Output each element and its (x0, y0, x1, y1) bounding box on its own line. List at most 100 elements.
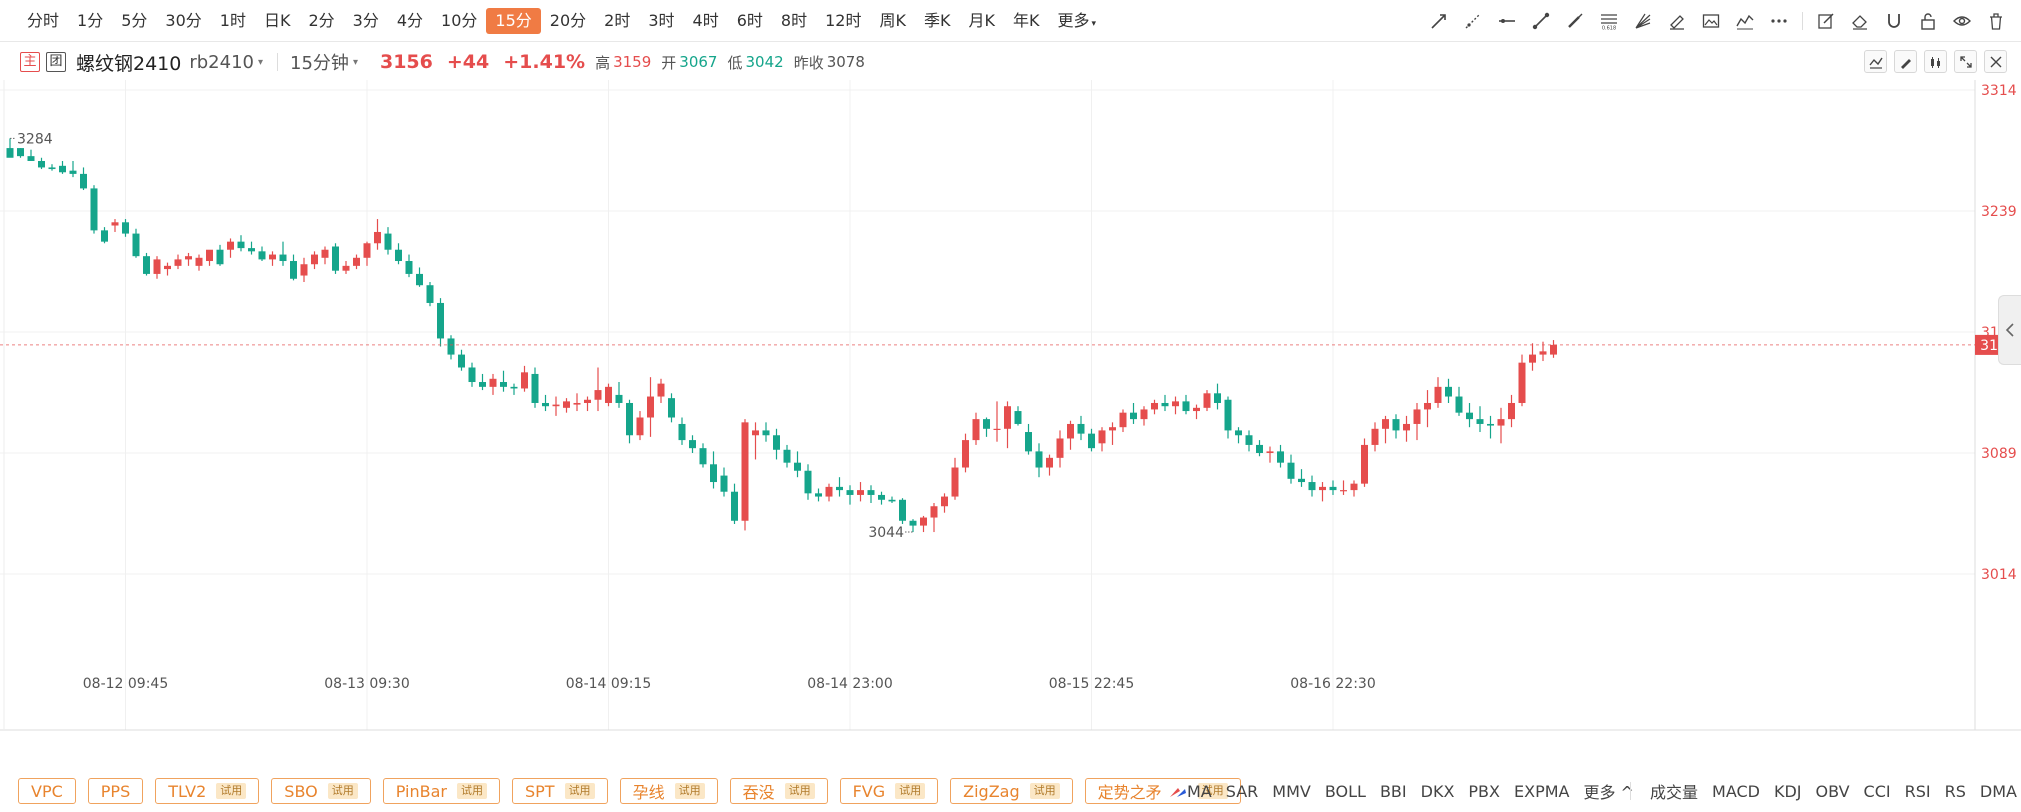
candle[interactable] (909, 519, 917, 533)
candle[interactable] (6, 138, 14, 158)
trend-line-tool-button[interactable] (1422, 8, 1456, 34)
period-21[interactable]: 年K (1012, 11, 1040, 30)
candle[interactable] (153, 256, 161, 279)
group-tag[interactable]: 团 (46, 52, 66, 72)
sub-indicator-3[interactable]: OBV (1815, 781, 1850, 801)
candle[interactable] (1340, 480, 1347, 495)
study-button-1[interactable]: PPS (87, 778, 144, 804)
interval-dropdown-icon[interactable]: ▾ (352, 56, 358, 68)
candle[interactable] (1224, 396, 1232, 439)
candle[interactable] (867, 485, 875, 504)
candle[interactable] (1287, 454, 1295, 484)
candle[interactable] (1445, 378, 1452, 403)
candle[interactable] (1476, 406, 1484, 433)
candle[interactable] (899, 498, 906, 524)
candle[interactable] (111, 219, 119, 232)
candle[interactable] (762, 422, 770, 442)
candle[interactable] (426, 281, 434, 307)
main-indicator-3[interactable]: BOLL (1324, 781, 1366, 801)
more-dots-tool-button[interactable] (1762, 8, 1796, 34)
candle[interactable] (1361, 438, 1368, 487)
candle[interactable] (1130, 402, 1137, 424)
main-indicator-5[interactable]: DKX (1420, 781, 1455, 801)
lock-tool-button[interactable] (1911, 8, 1945, 34)
study-button-3[interactable]: SBO 试用 (271, 778, 371, 804)
period-6[interactable]: 2分 (308, 11, 335, 30)
candle[interactable] (636, 411, 644, 441)
candle[interactable] (972, 412, 980, 445)
period-5[interactable]: 日K (263, 11, 291, 30)
period-15[interactable]: 6时 (736, 11, 763, 30)
candle[interactable] (720, 467, 728, 497)
candle[interactable] (573, 393, 581, 412)
candle[interactable] (416, 267, 423, 287)
candle[interactable] (80, 167, 87, 191)
candle[interactable] (468, 362, 476, 387)
candle[interactable] (888, 496, 896, 504)
candle[interactable] (69, 160, 77, 178)
candle[interactable] (1277, 444, 1284, 468)
candle[interactable] (479, 373, 486, 391)
candle[interactable] (437, 298, 444, 347)
candle[interactable] (1455, 386, 1463, 416)
candle[interactable] (1077, 415, 1085, 441)
candle[interactable] (363, 241, 371, 266)
main-indicator-4[interactable]: BBI (1379, 781, 1407, 801)
candle[interactable] (1046, 454, 1053, 476)
candle[interactable] (321, 246, 329, 265)
candle[interactable] (489, 373, 497, 395)
close-button[interactable] (1984, 50, 2007, 73)
candle[interactable] (1382, 415, 1389, 444)
candle[interactable] (836, 477, 843, 497)
study-button-4[interactable]: PinBar 试用 (382, 778, 500, 804)
candle[interactable] (951, 457, 959, 500)
candle[interactable] (1266, 446, 1274, 463)
candle[interactable] (237, 235, 245, 252)
candle[interactable] (311, 251, 318, 270)
candle[interactable] (1497, 407, 1505, 444)
candle[interactable] (269, 251, 276, 266)
candle[interactable] (962, 433, 969, 473)
symbol-name[interactable]: 螺纹钢2410 (76, 52, 182, 75)
period-11[interactable]: 20分 (549, 11, 587, 30)
candle[interactable] (279, 241, 287, 266)
period-19[interactable]: 季K (923, 11, 951, 30)
candle[interactable] (741, 419, 749, 531)
period-10[interactable]: 15分 (486, 8, 541, 34)
candle[interactable] (626, 399, 633, 444)
candle[interactable] (1098, 427, 1106, 452)
candle[interactable] (1298, 469, 1305, 487)
candle[interactable] (395, 243, 402, 265)
candle[interactable] (1256, 440, 1263, 457)
candle[interactable] (174, 254, 182, 270)
candle[interactable] (185, 252, 192, 266)
candle[interactable] (1161, 394, 1169, 412)
candle[interactable] (101, 227, 108, 244)
candle[interactable] (531, 367, 539, 408)
candle[interactable] (1413, 402, 1421, 441)
study-button-8[interactable]: FVG 试用 (839, 778, 939, 804)
pattern-tool-button[interactable] (1728, 8, 1762, 34)
candle[interactable] (605, 383, 612, 407)
candle[interactable] (374, 219, 381, 250)
candle[interactable] (90, 185, 98, 234)
candle[interactable] (1434, 377, 1442, 408)
horizontal-line-tool-button[interactable] (1490, 8, 1524, 34)
candle[interactable] (689, 435, 696, 453)
candle[interactable] (206, 249, 213, 266)
candle[interactable] (1014, 406, 1022, 426)
candle[interactable] (1245, 430, 1253, 452)
edit-note-tool-button[interactable] (1809, 8, 1843, 34)
candle[interactable] (825, 483, 833, 502)
candle[interactable] (258, 246, 266, 262)
candle[interactable] (1182, 394, 1190, 415)
candle[interactable] (1056, 430, 1064, 468)
candle[interactable] (458, 349, 465, 371)
period-0[interactable]: 分时 (27, 11, 60, 30)
candle[interactable] (1392, 414, 1400, 439)
sub-indicator-4[interactable]: CCI (1863, 781, 1891, 801)
sub-indicator-7[interactable]: DMA (1979, 781, 2017, 801)
candle[interactable] (1329, 480, 1337, 495)
candle[interactable] (216, 244, 224, 266)
candle[interactable] (1529, 343, 1536, 371)
